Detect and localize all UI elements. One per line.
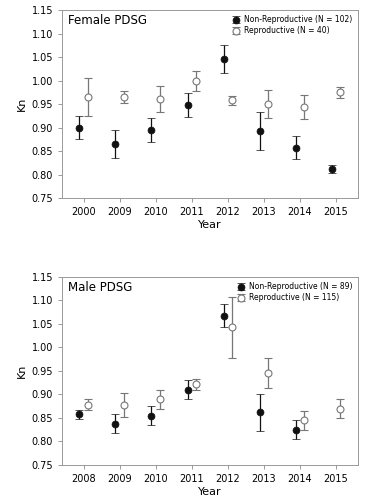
X-axis label: Year: Year <box>198 220 222 230</box>
X-axis label: Year: Year <box>198 487 222 497</box>
Text: Male PDSG: Male PDSG <box>68 280 132 293</box>
Legend: Non-Reproductive (N = 102), Reproductive (N = 40): Non-Reproductive (N = 102), Reproductive… <box>230 14 354 37</box>
Y-axis label: Kn: Kn <box>17 97 27 111</box>
Text: Female PDSG: Female PDSG <box>68 14 147 27</box>
Legend: Non-Reproductive (N = 89), Reproductive (N = 115): Non-Reproductive (N = 89), Reproductive … <box>235 281 354 304</box>
Y-axis label: Kn: Kn <box>17 364 27 378</box>
